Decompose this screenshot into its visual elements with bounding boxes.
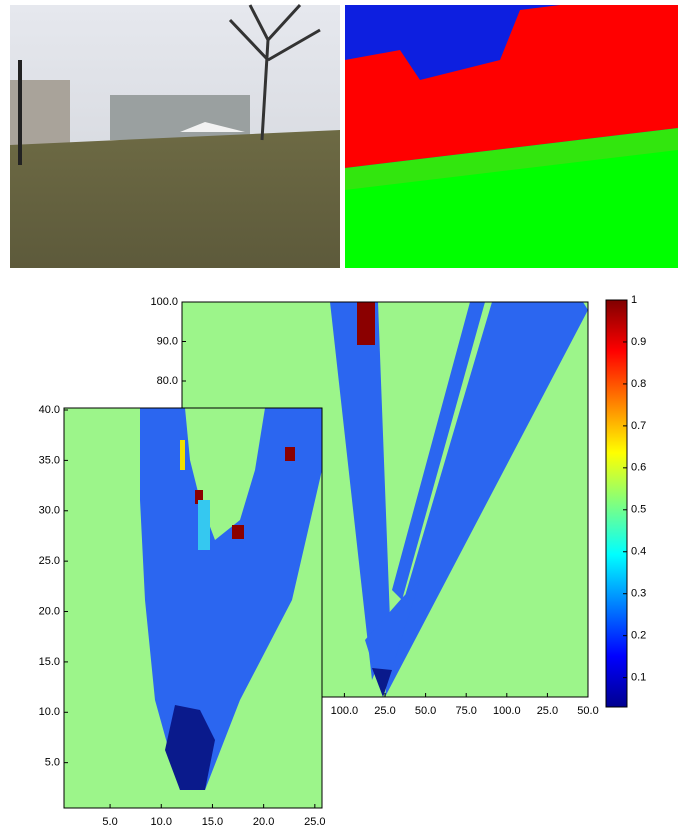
colorbar-tick-label: 0.6 [631, 462, 646, 474]
y-tick-label: 25.0 [39, 555, 60, 567]
figure: 100.025.050.075.0100.025.050.080.090.010… [0, 0, 685, 827]
x-tick-label: 25.0 [537, 705, 558, 717]
y-tick-label: 10.0 [39, 706, 60, 718]
y-tick-label: 40.0 [39, 404, 60, 416]
x-tick-label: 100.0 [331, 705, 359, 717]
colorbar-tick-label: 0.3 [631, 588, 646, 600]
y-tick-label: 90.0 [157, 335, 178, 347]
y-tick-label: 30.0 [39, 505, 60, 517]
y-tick-label: 35.0 [39, 454, 60, 466]
colorbar-tick-label: 0.5 [631, 504, 646, 516]
colorbar: 0.1 0.2 0.3 0.4 0.5 0.6 0.7 0.8 0.9 1 [606, 294, 646, 707]
x-tick-label: 10.0 [151, 816, 172, 827]
colorbar-tick-label: 0.2 [631, 630, 646, 642]
y-tick-label: 15.0 [39, 656, 60, 668]
x-tick-label: 75.0 [455, 705, 476, 717]
colorbar-tick-label: 0.9 [631, 336, 646, 348]
photo [10, 5, 340, 268]
x-tick-label: 50.0 [415, 705, 436, 717]
x-tick-label: 5.0 [102, 816, 117, 827]
colorbar-tick-label: 0.1 [631, 672, 646, 684]
y-tick-label: 5.0 [45, 757, 60, 769]
inset-heatmap: 5.0 10.0 15.0 20.0 25.0 5.0 10.0 15.0 20.0 25.0 30… [39, 404, 326, 827]
colorbar-tick-label: 0.7 [631, 420, 646, 432]
y-tick-label: 20.0 [39, 605, 60, 617]
colorbar-tick-label: 0.8 [631, 378, 646, 390]
y-tick-label: 100.0 [150, 296, 178, 308]
colorbar-tick-label: 0.4 [631, 546, 646, 558]
x-tick-label: 100.0 [493, 705, 521, 717]
x-tick-label: 25.0 [374, 705, 395, 717]
x-tick-label: 25.0 [304, 816, 325, 827]
x-tick-label: 15.0 [202, 816, 223, 827]
segmentation-map [345, 5, 678, 268]
x-tick-label: 50.0 [577, 705, 598, 717]
colorbar-tick-label: 1 [631, 294, 637, 306]
y-tick-label: 80.0 [157, 375, 178, 387]
x-tick-label: 20.0 [253, 816, 274, 827]
